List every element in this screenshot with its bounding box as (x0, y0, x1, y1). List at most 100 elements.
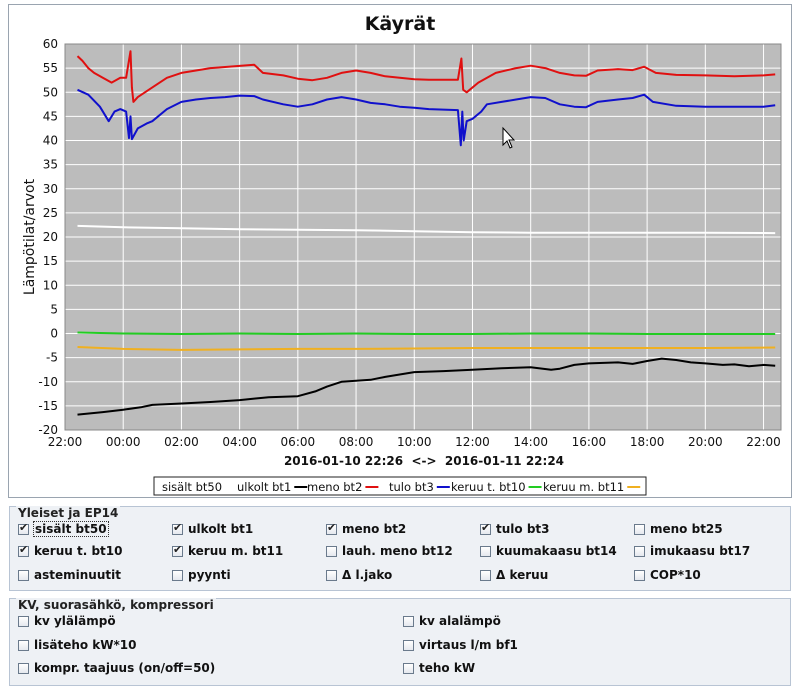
checkbox-item[interactable]: pyynti (172, 568, 231, 582)
checkbox[interactable] (172, 521, 183, 535)
checkbox[interactable] (326, 545, 337, 557)
checkbox-label: sisält bt50 (33, 521, 109, 537)
checkbox-item[interactable]: sisält bt50 (18, 521, 109, 537)
y-tick-label: 50 (43, 85, 58, 99)
chart-title: Käyrät (365, 13, 436, 35)
checkbox-item[interactable]: Δ l.jako (326, 568, 392, 582)
x-tick-label: 20:00 (688, 435, 723, 449)
legend-box (153, 476, 647, 496)
checkbox-item[interactable]: asteminuutit (18, 568, 121, 582)
y-tick-label: 20 (43, 230, 58, 244)
checkbox[interactable] (403, 615, 414, 627)
series-line-4 (77, 331, 776, 335)
checkbox[interactable] (18, 639, 29, 651)
x-tick-label: 00:00 (106, 435, 141, 449)
checkbox-item[interactable]: COP*10 (634, 568, 701, 582)
checkbox-item[interactable]: lisäteho kW*10 (18, 638, 137, 652)
checkbox[interactable] (634, 545, 645, 557)
x-tick-labels: 22:00 00:00 02:00 04:00 06:00 08:00 10:00 12:00… (48, 435, 781, 449)
y-tick-label: 15 (43, 254, 58, 268)
x-tick-label: 08:00 (339, 435, 374, 449)
legend: sisält bt50 ulkolt bt1 meno bt2 tulo bt3 ker… (162, 480, 641, 494)
checkbox[interactable] (172, 543, 183, 557)
checkbox[interactable] (18, 521, 29, 535)
legend-label: keruu t. bt10 (451, 480, 526, 494)
y-tick-label: 40 (43, 134, 58, 148)
checkbox-item[interactable]: kompr. taajuus (on/off=50) (18, 661, 215, 675)
checkbox-item[interactable]: tulo bt3 (480, 521, 550, 536)
checkbox-label: keruu t. bt10 (34, 544, 123, 558)
checkbox-label: meno bt2 (342, 522, 407, 536)
x-tick-label: 22:00 (746, 435, 781, 449)
y-tick-label: 10 (43, 278, 58, 292)
checkbox-label: pyynti (188, 568, 231, 582)
checkbox[interactable] (18, 662, 29, 674)
checkbox[interactable] (403, 639, 414, 651)
x-tick-label: 18:00 (630, 435, 665, 449)
checkbox-item[interactable]: virtaus l/m bf1 (403, 638, 518, 652)
y-tick-labels: -20 -15 -10 -5 0 5 10 15 20 25 30 35 40 45 50 55 60 (38, 37, 58, 437)
checkbox-label: Δ keruu (496, 568, 549, 582)
x-tick-label: 14:00 (513, 435, 548, 449)
group-general-ep14: Yleiset ja EP14 (9, 506, 791, 591)
y-axis-label: Lämpötilat/arvot (22, 178, 38, 295)
checkbox-item[interactable]: kuumakaasu bt14 (480, 544, 617, 558)
checkbox-item[interactable]: ulkolt bt1 (172, 521, 253, 536)
y-tick-label: -20 (38, 423, 58, 437)
legend-label: tulo bt3 (389, 480, 434, 494)
checkbox-item[interactable]: kv alalämpö (403, 614, 501, 628)
checkbox[interactable] (326, 521, 337, 535)
checkbox-label: lauh. meno bt12 (342, 544, 453, 558)
checkbox-item[interactable]: teho kW (403, 661, 475, 675)
checkbox-item[interactable]: lauh. meno bt12 (326, 544, 453, 558)
checkbox-label: imukaasu bt17 (650, 544, 751, 558)
series-lines (76, 50, 776, 416)
checkbox-label: kv ylälämpö (34, 614, 116, 628)
y-tick-label: 30 (43, 182, 58, 196)
checkbox[interactable] (18, 569, 29, 581)
series-line-1 (77, 357, 776, 416)
x-tick-label: 04:00 (222, 435, 257, 449)
y-tick-label: -15 (38, 399, 58, 413)
checkbox-label: teho kW (419, 661, 476, 675)
checkbox-label: keruu m. bt11 (188, 544, 284, 558)
checkbox[interactable] (18, 543, 29, 557)
mouse-cursor-icon (502, 126, 516, 149)
group-title: Yleiset ja EP14 (16, 506, 121, 520)
y-tick-label: 45 (43, 109, 58, 123)
x-tick-label: 12:00 (455, 435, 490, 449)
y-tick-label: 55 (43, 61, 58, 75)
checkbox[interactable] (326, 569, 337, 581)
checkbox-label: virtaus l/m bf1 (419, 638, 518, 652)
checkbox-item[interactable]: Δ keruu (480, 568, 548, 582)
checkbox-label: kv alalämpö (419, 614, 501, 628)
x-tick-label: 10:00 (397, 435, 432, 449)
checkbox[interactable] (403, 662, 414, 674)
checkbox[interactable] (634, 569, 645, 581)
checkbox[interactable] (480, 545, 491, 557)
checkbox[interactable] (634, 523, 645, 535)
x-tick-label: 22:00 (48, 435, 83, 449)
checkbox[interactable] (172, 569, 183, 581)
checkbox-label: Δ l.jako (342, 568, 393, 582)
y-tick-label: 35 (43, 158, 58, 172)
checkbox[interactable] (480, 569, 491, 581)
checkbox-item[interactable]: keruu t. bt10 (18, 543, 123, 558)
checkbox[interactable] (480, 521, 491, 535)
checkbox-item[interactable]: meno bt2 (326, 521, 407, 536)
group-title: KV, suorasähkö, kompressori (16, 598, 216, 612)
checkbox[interactable] (18, 615, 29, 627)
series-line-2 (76, 50, 776, 103)
checkbox-label: meno bt25 (650, 522, 723, 536)
checkbox-label: lisäteho kW*10 (34, 638, 137, 652)
checkbox-item[interactable]: kv ylälämpö (18, 614, 116, 628)
y-tick-label: 0 (50, 327, 58, 341)
checkbox-item[interactable]: keruu m. bt11 (172, 543, 284, 558)
checkbox-item[interactable]: meno bt25 (634, 522, 723, 536)
chart: Käyrät -20 -15 -10 -5 0 5 10 15 20 25 30 35 40 45 50 55… (22, 13, 782, 496)
checkbox-item[interactable]: imukaasu bt17 (634, 544, 750, 558)
y-tick-label: 5 (50, 302, 58, 316)
y-tick-label: -10 (38, 375, 58, 389)
x-tick-label: 02:00 (164, 435, 199, 449)
legend-label: ulkolt bt1 (237, 480, 291, 494)
